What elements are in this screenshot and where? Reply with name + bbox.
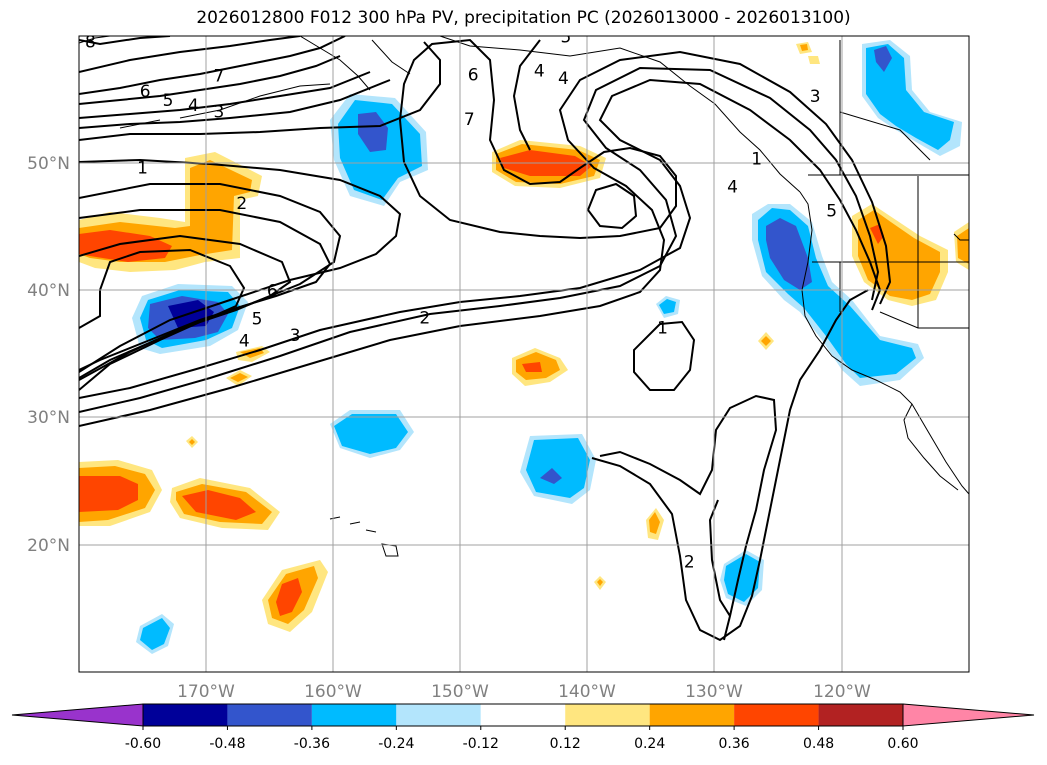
contour-label: 8 (85, 32, 96, 52)
precip-negative-south-1 (136, 614, 174, 654)
contour-label: 7 (464, 110, 475, 130)
precip-negative-north-center (330, 94, 428, 206)
precip-negative-west-coast (752, 204, 924, 386)
contour-label: 6 (140, 82, 151, 102)
precip-negative-small-east (656, 296, 680, 318)
precip-positive-southwest (79, 460, 162, 526)
contour-label: 3 (810, 87, 821, 107)
lon-label-170w: 170°W (177, 682, 235, 702)
colorbar-segment (311, 704, 397, 726)
colorbar-tick-label: 0.60 (887, 736, 918, 752)
colorbar-labels: -0.60 -0.48 -0.36 -0.24 -0.12 0.12 0.24 0.36 0.4… (125, 726, 919, 752)
longitude-labels: 170°W 160°W 150°W 140°W 130°W 120°W (177, 682, 871, 702)
colorbar-segment (143, 704, 228, 726)
colorbar-segment (396, 704, 481, 726)
map-frame (78, 35, 970, 673)
contour-label: 5 (163, 91, 174, 111)
latitude-labels: 50°N 40°N 30°N 20°N (27, 154, 70, 556)
lon-label-140w: 140°W (558, 682, 616, 702)
contour-label: 2 (684, 553, 695, 573)
contour-label: 2 (419, 308, 430, 328)
map-title: 2026012800 F012 300 hPa PV, precipitatio… (196, 8, 851, 28)
contour-label: 5 (826, 202, 837, 222)
colorbar-segments (11, 703, 1035, 727)
colorbar-segment (480, 704, 566, 726)
colorbar-segment (734, 704, 819, 726)
pv-contours (79, 36, 892, 642)
colorbar-segment (649, 704, 735, 726)
precip-positive-inland (852, 204, 969, 306)
precip-positive-west-band (79, 152, 262, 272)
lat-label-50n: 50°N (27, 154, 70, 174)
colorbar-tick-label: 0.48 (803, 736, 834, 752)
lat-label-30n: 30°N (27, 408, 70, 428)
contour-label: 4 (188, 96, 199, 116)
contour-label: 4 (534, 62, 545, 82)
lat-label-20n: 20°N (27, 536, 70, 556)
colorbar-segment (565, 704, 650, 726)
lon-label-160w: 160°W (304, 682, 362, 702)
lon-label-150w: 150°W (431, 682, 489, 702)
lat-label-40n: 40°N (27, 281, 70, 301)
precip-positive-north-center (492, 140, 606, 188)
lat-lon-grid (79, 36, 969, 672)
colorbar-tick-label: -0.48 (209, 736, 245, 752)
colorbar-tick-label: -0.12 (463, 736, 499, 752)
colorbar-tick-label: -0.36 (294, 736, 330, 752)
colorbar-tick-label: 0.12 (550, 736, 581, 752)
contour-label: 6 (468, 65, 479, 85)
contour-label: 3 (290, 326, 301, 346)
contour-label: 4 (558, 69, 569, 89)
precip-positive-small-east (594, 332, 774, 590)
colorbar-tick-label: -0.60 (125, 736, 161, 752)
colorbar-tick-label: -0.24 (378, 736, 414, 752)
colorbar-tick-label: 0.24 (634, 736, 665, 752)
colorbar-tick-label: 0.36 (719, 736, 750, 752)
contour-label: 7 (213, 67, 224, 87)
precip-positive-east-small (512, 348, 568, 386)
lon-label-130w: 130°W (685, 682, 743, 702)
precip-negative-south-east (720, 550, 764, 606)
contour-label: 5 (252, 310, 263, 330)
contour-label: 2 (236, 194, 247, 214)
precip-negative-east (520, 434, 596, 504)
contour-label: 1 (657, 319, 668, 339)
contour-label: 4 (727, 177, 738, 197)
colorbar-frame (142, 703, 904, 727)
contour-label: 6 (267, 282, 278, 302)
colorbar-extend-max (902, 703, 1035, 727)
colorbar-segment (818, 704, 903, 726)
contour-label: 3 (213, 102, 224, 122)
precip-negative-central (330, 410, 414, 458)
precip-negative-canada (796, 40, 962, 156)
precip-positive-south-1 (262, 560, 328, 632)
colorbar-segment (227, 704, 312, 726)
contour-label: 1 (751, 149, 762, 169)
precip-positive-south-center (170, 478, 280, 530)
colorbar-extend-min (11, 703, 144, 727)
colorbar: -0.60 -0.48 -0.36 -0.24 -0.12 0.12 0.24 0.36 0.4… (11, 703, 1035, 752)
contour-label: 5 (561, 27, 572, 47)
contour-label: 1 (137, 158, 148, 178)
lon-label-120w: 120°W (813, 682, 871, 702)
contour-label: 4 (239, 331, 250, 351)
precipitation-shading (79, 40, 969, 654)
